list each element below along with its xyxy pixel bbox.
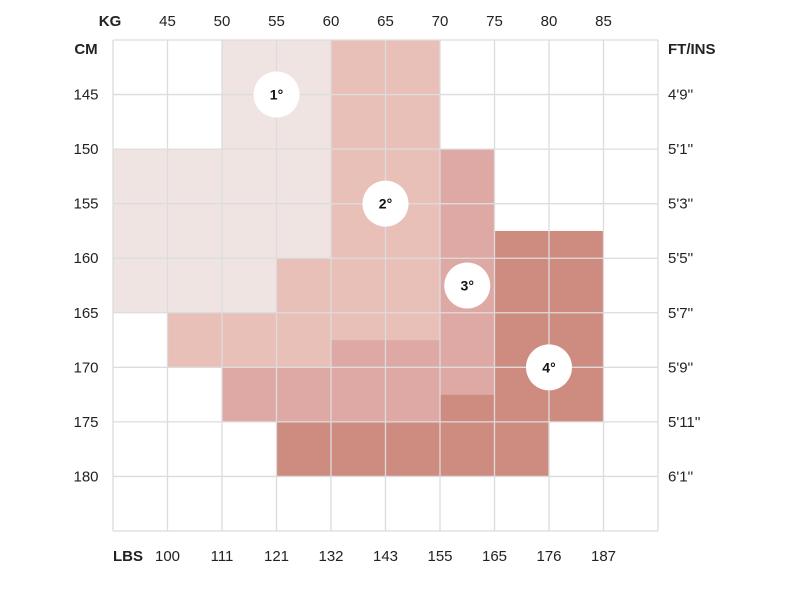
kg-tick-label: 60 [323,13,340,30]
lbs-tick-label: 143 [373,548,398,565]
cm-tick-label: 145 [73,87,98,104]
lbs-tick-label: 165 [482,548,507,565]
ftins-axis-label: FT/INS [668,41,716,58]
size-badge-3 [444,262,491,309]
cm-tick-label: 175 [73,414,98,431]
size-badge-label: 3° [461,278,474,294]
size-1-region [113,258,277,313]
ftins-tick-label: 6'1'' [668,468,693,485]
ftins-tick-label: 5'9'' [668,359,693,376]
ftins-tick-label: 5'3'' [668,196,693,213]
size-badge-2 [362,180,409,227]
cm-tick-label: 165 [73,305,98,322]
size-badge-4 [526,344,572,391]
kg-tick-label: 80 [541,13,558,30]
size-4-region [440,394,495,422]
size-badges: 1° 2° 3° 4° [253,71,572,391]
size-badge-label: 2° [379,196,392,212]
lbs-tick-label: 176 [536,548,561,565]
cm-tick-label: 160 [73,250,98,267]
kg-tick-label: 45 [159,13,176,30]
lbs-tick-label: 187 [591,548,616,565]
kg-axis-label: KG [99,13,122,30]
ftins-tick-label: 5'11'' [668,414,701,431]
lbs-axis-label: LBS [113,548,143,565]
cm-tick-label: 170 [73,359,98,376]
kg-tick-label: 75 [486,13,503,30]
cm-tick-label: 150 [73,141,98,158]
size-4-region [276,421,549,477]
kg-tick-label: 70 [432,13,449,30]
lbs-tick-label: 132 [318,548,343,565]
lbs-tick-label: 100 [155,548,180,565]
size-badge-1 [253,71,300,118]
size-badge-label: 1° [270,87,283,103]
cm-axis-label: CM [74,41,97,58]
ftins-tick-label: 4'9'' [668,87,693,104]
size-badge-label: 4° [542,359,555,375]
kg-tick-label: 65 [377,13,394,30]
kg-tick-label: 50 [214,13,231,30]
cm-tick-label: 155 [73,196,98,213]
lbs-tick-label: 111 [211,548,234,565]
ftins-tick-label: 5'1'' [668,141,693,158]
kg-tick-label: 55 [268,13,285,30]
cm-tick-label: 180 [73,468,98,485]
axis-labels: KG CM FT/INS LBS 45 100 50 111 55 121 60 132 65 1… [73,13,715,565]
ftins-tick-label: 5'5'' [668,250,693,267]
kg-tick-label: 85 [595,13,612,30]
lbs-tick-label: 121 [264,548,289,565]
lbs-tick-label: 155 [427,548,452,565]
ftins-tick-label: 5'7'' [668,305,693,322]
